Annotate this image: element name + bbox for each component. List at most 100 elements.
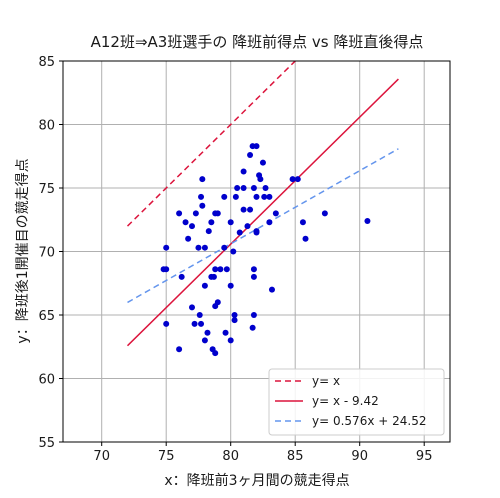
data-point bbox=[199, 176, 206, 183]
data-point bbox=[222, 329, 229, 336]
data-point bbox=[185, 235, 192, 242]
data-point bbox=[253, 193, 260, 200]
data-point bbox=[221, 193, 228, 200]
legend-box bbox=[268, 368, 445, 436]
data-point bbox=[208, 219, 215, 226]
data-point bbox=[212, 350, 219, 357]
data-point bbox=[266, 193, 273, 200]
data-point bbox=[240, 185, 247, 191]
x-tick-label: 75 bbox=[158, 449, 175, 464]
regression-line bbox=[127, 148, 399, 304]
identity-line bbox=[126, 61, 297, 227]
point-layer bbox=[160, 143, 371, 357]
data-point bbox=[227, 219, 234, 226]
data-point bbox=[266, 219, 273, 226]
data-point bbox=[191, 320, 198, 327]
x-tick-label: 85 bbox=[287, 449, 304, 464]
data-point bbox=[199, 202, 206, 209]
data-point bbox=[253, 143, 260, 150]
data-point bbox=[214, 299, 221, 306]
x-tick-label: 70 bbox=[93, 449, 110, 464]
y-tick-label: 80 bbox=[38, 119, 55, 134]
data-point bbox=[247, 206, 254, 213]
data-point bbox=[230, 248, 237, 255]
data-point bbox=[163, 266, 170, 273]
line-layer bbox=[126, 61, 399, 347]
data-point bbox=[240, 206, 247, 213]
data-point bbox=[321, 210, 328, 217]
data-point bbox=[178, 273, 185, 280]
y-tick-label: 70 bbox=[38, 246, 55, 261]
data-point bbox=[232, 193, 239, 200]
data-point bbox=[201, 337, 208, 344]
data-point bbox=[259, 159, 266, 166]
data-point bbox=[195, 244, 202, 251]
data-point bbox=[198, 193, 205, 200]
data-point bbox=[244, 223, 251, 230]
data-point bbox=[253, 228, 260, 235]
data-point bbox=[201, 282, 208, 289]
y-tick-label: 60 bbox=[38, 373, 55, 388]
data-point bbox=[201, 244, 208, 251]
tick-layer: 70 75 80 85 90 95 55 60 65 70 75 80 85 bbox=[38, 55, 432, 464]
data-point bbox=[212, 266, 219, 273]
data-point bbox=[214, 210, 221, 217]
data-point bbox=[189, 304, 195, 311]
x-tick-label: 95 bbox=[416, 449, 433, 464]
data-point bbox=[302, 235, 309, 242]
legend: y= x y= x - 9.42 y= 0.576x + 24.52 bbox=[268, 368, 445, 436]
y-tick-label: 85 bbox=[38, 55, 55, 70]
data-point bbox=[294, 176, 301, 183]
data-point bbox=[217, 266, 224, 273]
legend-entry: y= 0.576x + 24.52 bbox=[312, 414, 426, 428]
y-axis-title: y：降班後1開催目の競走得点 bbox=[14, 158, 31, 343]
legend-entry: y= x - 9.42 bbox=[312, 394, 379, 408]
data-point bbox=[250, 185, 257, 191]
data-point bbox=[176, 210, 183, 217]
data-point bbox=[262, 185, 269, 191]
data-point bbox=[182, 219, 189, 226]
chart-title: A12班⇒A3班選手の 降班前得点 vs 降班直後得点 bbox=[91, 33, 424, 51]
data-point bbox=[223, 266, 230, 273]
data-point bbox=[299, 219, 306, 226]
y-tick-label: 75 bbox=[38, 182, 55, 197]
data-point bbox=[289, 176, 296, 183]
data-point bbox=[189, 223, 195, 230]
data-point bbox=[240, 168, 247, 175]
x-tick-label: 80 bbox=[222, 449, 239, 464]
data-point bbox=[192, 210, 199, 217]
data-point bbox=[236, 229, 243, 236]
data-point bbox=[227, 337, 234, 344]
data-point bbox=[364, 218, 371, 225]
data-point bbox=[268, 286, 275, 293]
data-point bbox=[205, 228, 212, 235]
data-point bbox=[227, 282, 234, 289]
data-point bbox=[272, 210, 279, 217]
data-point bbox=[204, 329, 211, 336]
data-point bbox=[163, 244, 170, 251]
data-point bbox=[234, 185, 241, 191]
data-point bbox=[250, 273, 257, 280]
data-point bbox=[198, 320, 205, 327]
x-axis-title: x：降班前3ヶ月間の競走得点 bbox=[164, 472, 349, 489]
x-tick-label: 90 bbox=[351, 449, 368, 464]
y-tick-label: 65 bbox=[38, 309, 55, 324]
data-point bbox=[231, 312, 238, 318]
data-point bbox=[176, 346, 183, 353]
data-point bbox=[210, 273, 217, 280]
legend-entry: y= x bbox=[312, 374, 340, 388]
data-point bbox=[250, 312, 257, 318]
shift-line bbox=[126, 78, 399, 347]
data-point bbox=[231, 317, 238, 324]
data-point bbox=[221, 244, 228, 251]
data-point bbox=[250, 266, 257, 273]
y-tick-label: 55 bbox=[38, 436, 55, 451]
data-point bbox=[163, 320, 170, 327]
data-point bbox=[261, 193, 268, 200]
data-point bbox=[257, 176, 264, 183]
data-point bbox=[249, 324, 256, 331]
data-point bbox=[247, 151, 254, 158]
data-point bbox=[196, 312, 203, 318]
